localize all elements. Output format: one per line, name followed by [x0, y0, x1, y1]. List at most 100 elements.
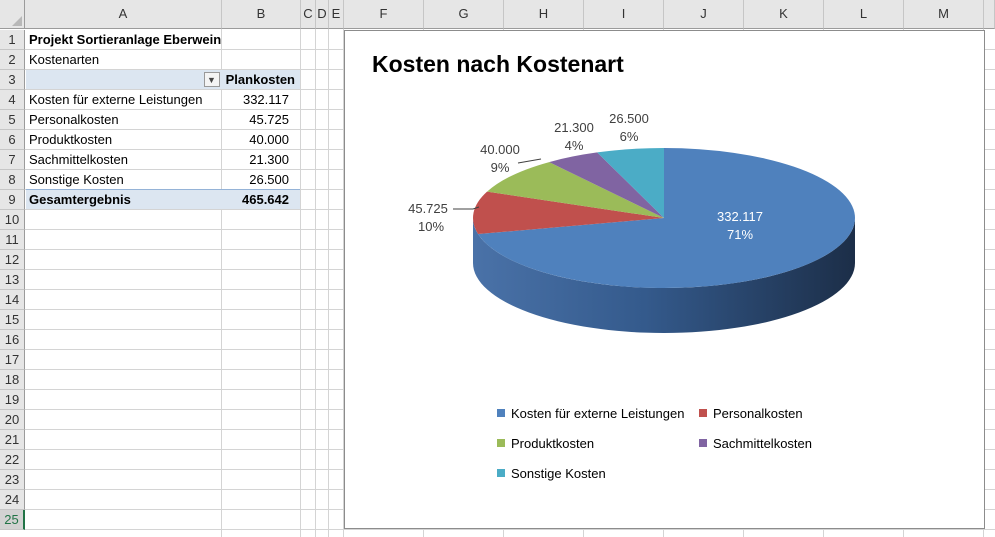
pie-side-wall: [473, 218, 855, 333]
column-header-a[interactable]: A: [25, 0, 222, 29]
legend-item[interactable]: Kosten für externe Leistungen: [497, 407, 684, 421]
grid-line-vertical: [328, 29, 329, 537]
pie-slice-3: [487, 162, 664, 218]
cell-a2[interactable]: Kostenarten: [29, 52, 100, 67]
row-header-14[interactable]: 14: [0, 290, 25, 310]
data-label-value: 40.000: [480, 142, 520, 157]
row-header-8[interactable]: 8: [0, 170, 25, 190]
legend-swatch: [699, 409, 707, 417]
column-header-h[interactable]: H: [504, 0, 584, 29]
grid-line-horizontal: [25, 529, 995, 530]
cell-total-value[interactable]: 465.642: [242, 192, 289, 207]
row-header-10[interactable]: 10: [0, 210, 25, 230]
row-header-6[interactable]: 6: [0, 130, 25, 150]
cell-b3[interactable]: Plankosten: [225, 72, 295, 87]
data-label-value: 45.725: [408, 201, 448, 216]
row-header-3[interactable]: 3: [0, 70, 25, 90]
data-label-percent: 10%: [418, 219, 444, 234]
pivot-row-value[interactable]: 45.725: [249, 112, 289, 127]
row-header-23[interactable]: 23: [0, 470, 25, 490]
pie-slice-5: [597, 148, 664, 218]
grid-line-vertical: [221, 29, 222, 537]
legend-label: Produktkosten: [511, 436, 595, 451]
data-label-percent: 4%: [565, 138, 584, 153]
legend-label: Sachmittelkosten: [713, 436, 812, 451]
legend-label: Sonstige Kosten: [511, 466, 606, 481]
row-header-1[interactable]: 1: [0, 30, 25, 50]
row-header-11[interactable]: 11: [0, 230, 25, 250]
row-header-2[interactable]: 2: [0, 50, 25, 70]
pivot-row-value[interactable]: 21.300: [249, 152, 289, 167]
row-header-16[interactable]: 16: [0, 330, 25, 350]
row-header-20[interactable]: 20: [0, 410, 25, 430]
row-header-18[interactable]: 18: [0, 370, 25, 390]
pivot-row-label[interactable]: Produktkosten: [29, 132, 113, 147]
column-header-d[interactable]: D: [316, 0, 329, 29]
data-label-percent: 71%: [727, 227, 753, 242]
data-label-value: 332.117: [717, 209, 763, 224]
row-header-4[interactable]: 4: [0, 90, 25, 110]
legend-item[interactable]: Sachmittelkosten: [699, 437, 812, 451]
row-header-19[interactable]: 19: [0, 390, 25, 410]
chart-area[interactable]: Kosten nach Kostenart 332.117 71% 45.725 10…: [344, 30, 985, 529]
pivot-total-border: [26, 189, 300, 190]
pivot-row-value[interactable]: 26.500: [249, 172, 289, 187]
row-header-15[interactable]: 15: [0, 310, 25, 330]
column-header-filler: [984, 0, 995, 29]
legend-label: Kosten für externe Leistungen: [511, 406, 685, 421]
cell-a1[interactable]: Projekt Sortieranlage Eberwein: [29, 32, 222, 47]
legend-swatch: [497, 469, 505, 477]
column-header-b[interactable]: B: [222, 0, 301, 29]
pivot-row-value[interactable]: 40.000: [249, 132, 289, 147]
column-header-c[interactable]: C: [301, 0, 316, 29]
legend-item[interactable]: Produktkosten: [497, 437, 594, 451]
pie-slice-1: [478, 148, 855, 288]
column-header-e[interactable]: E: [329, 0, 344, 29]
row-header-5[interactable]: 5: [0, 110, 25, 130]
filter-dropdown-icon[interactable]: ▼: [204, 72, 220, 87]
column-header-i[interactable]: I: [584, 0, 664, 29]
pie-slice-4: [549, 152, 664, 218]
row-header-7[interactable]: 7: [0, 150, 25, 170]
pie-slice-2: [473, 191, 664, 235]
pivot-header-band: [26, 70, 300, 89]
grid-line-vertical: [315, 29, 316, 537]
column-header-m[interactable]: M: [904, 0, 984, 29]
row-header-17[interactable]: 17: [0, 350, 25, 370]
legend-swatch: [497, 409, 505, 417]
chart-title[interactable]: Kosten nach Kostenart: [372, 51, 624, 77]
column-header-j[interactable]: J: [664, 0, 744, 29]
legend-swatch: [699, 439, 707, 447]
row-header-12[interactable]: 12: [0, 250, 25, 270]
row-header-21[interactable]: 21: [0, 430, 25, 450]
grid-line-vertical: [300, 29, 301, 537]
row-header-24[interactable]: 24: [0, 490, 25, 510]
column-header-k[interactable]: K: [744, 0, 824, 29]
column-header-f[interactable]: F: [344, 0, 424, 29]
select-all-corner[interactable]: [0, 0, 25, 29]
legend-swatch: [497, 439, 505, 447]
pivot-row-value[interactable]: 332.117: [242, 92, 289, 107]
pivot-row-label[interactable]: Sachmittelkosten: [29, 152, 128, 167]
row-header-22[interactable]: 22: [0, 450, 25, 470]
data-label-percent: 6%: [620, 129, 639, 144]
row-header-25[interactable]: 25: [0, 510, 25, 530]
data-label-percent: 9%: [491, 160, 510, 175]
pivot-row-label[interactable]: Kosten für externe Leistungen: [29, 92, 203, 107]
row-header-13[interactable]: 13: [0, 270, 25, 290]
legend-item[interactable]: Sonstige Kosten: [497, 467, 606, 481]
data-label-value: 21.300: [554, 120, 594, 135]
column-header-g[interactable]: G: [424, 0, 504, 29]
pivot-total-band: [26, 190, 300, 209]
grid-line-vertical: [343, 29, 344, 537]
column-header-l[interactable]: L: [824, 0, 904, 29]
pivot-row-label[interactable]: Personalkosten: [29, 112, 119, 127]
pivot-row-label[interactable]: Sonstige Kosten: [29, 172, 124, 187]
pie-chart[interactable]: 332.117 71% 45.725 10% 40.000 9% 21.300 4% 26.50…: [345, 31, 986, 530]
cell-total-label[interactable]: Gesamtergebnis: [29, 192, 131, 207]
legend-label: Personalkosten: [713, 406, 803, 421]
legend-item[interactable]: Personalkosten: [699, 407, 803, 421]
data-label-value: 26.500: [609, 111, 649, 126]
row-header-9[interactable]: 9: [0, 190, 25, 210]
leader-line: [517, 158, 542, 164]
